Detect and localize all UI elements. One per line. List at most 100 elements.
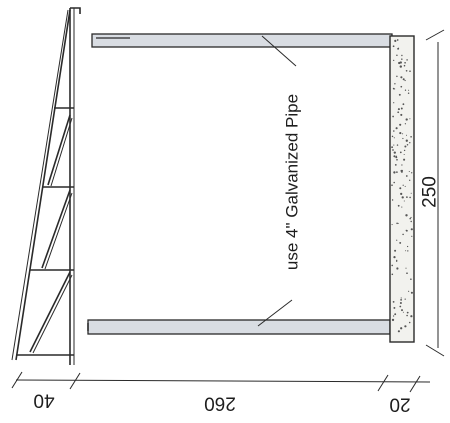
- concrete-speckle: [393, 306, 396, 309]
- concrete-speckle: [406, 272, 408, 275]
- concrete-speckle: [405, 134, 408, 136]
- concrete-speckle: [403, 200, 405, 202]
- concrete-speckle: [408, 321, 411, 324]
- concrete-speckle: [394, 164, 397, 166]
- concrete-speckle: [404, 89, 407, 91]
- concrete-speckle: [404, 79, 406, 82]
- concrete-speckle: [404, 61, 406, 64]
- concrete-speckle: [405, 69, 408, 72]
- concrete-speckle: [396, 222, 398, 225]
- concrete-speckle: [406, 245, 409, 248]
- concrete-speckle: [410, 315, 413, 318]
- concrete-speckle: [402, 133, 404, 135]
- concrete-speckle: [397, 330, 400, 333]
- bottom-dimension-line: [11, 371, 431, 393]
- concrete-speckle: [392, 149, 394, 151]
- concrete-speckle: [402, 103, 405, 106]
- concrete-speckle: [409, 179, 411, 181]
- dim-tick-1: [11, 371, 23, 389]
- concrete-speckle: [404, 185, 406, 187]
- pipe-annotation: use 4" Galvanized Pipe: [282, 93, 302, 271]
- concrete-speckle: [396, 267, 399, 270]
- concrete-speckle: [402, 311, 404, 313]
- concrete-speckle: [392, 87, 395, 90]
- concrete-speckle: [401, 309, 403, 312]
- concrete-speckle: [401, 171, 403, 173]
- concrete-speckle: [400, 192, 403, 196]
- concrete-speckle: [402, 137, 404, 140]
- concrete-speckle: [393, 59, 395, 62]
- truss-sloped-chord: [15, 9, 71, 361]
- concrete-speckle: [400, 170, 402, 172]
- concrete-speckle: [399, 151, 402, 154]
- concrete-speckle: [392, 45, 395, 48]
- concrete-speckle: [393, 256, 396, 259]
- concrete-speckle: [402, 233, 404, 236]
- concrete-speckle: [404, 298, 406, 300]
- concrete-speckle: [408, 89, 410, 91]
- concrete-speckle: [396, 158, 398, 161]
- concrete-speckle: [397, 222, 399, 224]
- concrete-column: [389, 35, 415, 343]
- concrete-speckle: [405, 118, 408, 121]
- concrete-speckle: [399, 123, 402, 126]
- dim-tick-2: [69, 372, 81, 390]
- truss-web-1b: [50, 117, 73, 187]
- concrete-speckle: [391, 273, 394, 276]
- concrete-speckle: [405, 139, 408, 142]
- concrete-speckle: [391, 318, 395, 322]
- concrete-speckle: [393, 155, 396, 158]
- concrete-speckle: [400, 76, 403, 79]
- leader-bottom: [257, 299, 293, 327]
- concrete-speckle: [400, 327, 403, 330]
- concrete-speckle: [402, 184, 404, 186]
- concrete-speckle: [399, 187, 402, 190]
- annotation-leaders: [257, 35, 297, 327]
- concrete-speckle: [398, 47, 400, 49]
- concrete-speckle: [402, 78, 405, 81]
- concrete-speckle: [396, 75, 398, 78]
- concrete-speckle: [405, 175, 408, 177]
- dim-tick-4: [409, 375, 421, 393]
- concrete-speckle: [391, 264, 394, 267]
- concrete-speckle: [394, 83, 396, 85]
- concrete-speckle: [406, 59, 408, 61]
- concrete-speckle: [410, 216, 412, 219]
- concrete-speckle: [401, 58, 403, 60]
- concrete-speckle: [396, 239, 398, 241]
- concrete-speckle: [410, 291, 413, 294]
- concrete-speckle: [411, 172, 413, 174]
- concrete-speckle: [404, 123, 407, 125]
- bottom-pipe: [87, 319, 391, 335]
- concrete-speckle: [393, 144, 395, 146]
- concrete-speckle: [411, 235, 413, 237]
- concrete-speckle: [401, 164, 403, 166]
- concrete-speckle: [396, 54, 398, 56]
- concrete-speckle: [399, 301, 402, 305]
- concrete-speckle: [392, 315, 395, 317]
- concrete-speckle: [391, 184, 393, 187]
- concrete-speckle: [399, 65, 402, 68]
- concrete-speckle: [409, 142, 411, 144]
- concrete-speckle: [405, 229, 407, 232]
- concrete-speckle: [406, 144, 409, 146]
- concrete-speckle: [408, 170, 410, 173]
- concrete-speckle: [398, 93, 401, 96]
- concrete-speckle: [399, 305, 402, 308]
- concrete-speckle: [409, 217, 411, 220]
- dimension-40: 40: [33, 389, 55, 411]
- concrete-speckle: [404, 145, 407, 148]
- concrete-speckle: [396, 144, 399, 146]
- concrete-speckle: [400, 85, 403, 88]
- concrete-speckle: [395, 259, 398, 262]
- concrete-speckle: [394, 39, 397, 42]
- concrete-speckle: [400, 113, 403, 116]
- truss-web-1: [47, 114, 71, 186]
- concrete-speckle: [409, 70, 411, 72]
- concrete-speckle: [405, 267, 407, 269]
- dimension-260: 260: [204, 392, 236, 414]
- concrete-speckle: [406, 196, 408, 198]
- concrete-speckle: [401, 196, 404, 199]
- concrete-speckle: [410, 192, 412, 194]
